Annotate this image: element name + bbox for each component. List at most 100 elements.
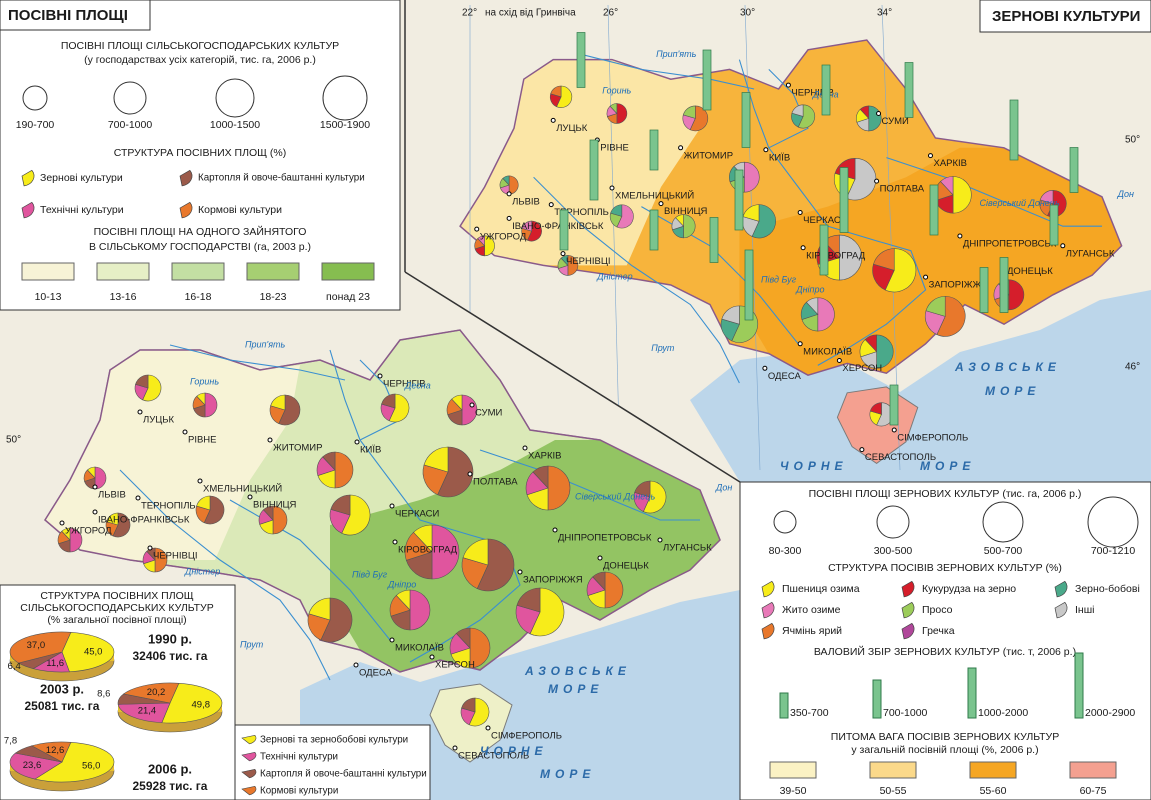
legend-wedge [179,201,193,219]
city-label: СЕВАСТОПОЛЬ [458,751,529,762]
sea-label: ЧОРНЕ [480,744,548,758]
pie-sector [272,505,288,535]
river [582,54,755,90]
city-label: ХАРКІВ [528,451,562,462]
harvest-bar [1069,147,1079,193]
city-label: СЕВАСТОПОЛЬ [865,452,936,463]
city-marker [389,637,395,643]
legend-wedge [761,622,775,640]
pie-sector [721,305,740,325]
panel-divider [404,271,741,483]
class-swatch [1069,761,1117,779]
city-label: ЛЬВІВ [98,490,126,501]
legend-wedge [1054,601,1068,619]
title-box [979,0,1151,33]
city-marker [247,494,253,500]
pie-symbol [404,524,460,580]
city-marker [517,569,523,575]
pie-symbol [859,334,894,369]
pie-symbol [872,248,917,293]
graticule-label: 34° [877,8,892,19]
class-label: 50-55 [880,785,907,797]
pie-sector [461,557,489,590]
harvest-bar [1049,204,1059,246]
legend-item: Зерно-бобові [1075,583,1140,595]
inset-pie: 56,0 23,6 7,8 12,6 [4,736,115,792]
pie-sector [864,334,877,353]
pie-symbol [329,494,371,536]
city-label: ДОНЕЦЬК [603,561,649,572]
size-symbol [22,85,48,111]
pie-sector [515,604,541,635]
size-symbol [982,501,1024,543]
legend-heading: ПОСІВНІ ПЛОЩІ СІЛЬСЬКОГОСПОДАРСЬКИХ КУЛЬ… [61,40,339,52]
class-label: 39-50 [780,785,807,797]
pie-sector [547,465,571,511]
city-label: ЖИТОМИР [684,150,733,161]
pie-sector [413,524,433,553]
city-label: ВІННИЦЯ [664,206,708,217]
city-marker [267,437,273,443]
pie-sector [154,547,168,573]
class-label: понад 23 [326,291,370,303]
river-label: Дністер [596,272,632,282]
pie-sector [527,220,542,242]
pie-label: 7,8 [4,736,17,747]
city-label: ІВАНО-ФРАНКІВСЬК [98,515,190,526]
pie-label: 8,6 [97,688,110,699]
pie-symbol [742,204,776,239]
legend-item: Технічні культури [40,204,124,216]
city-marker [469,402,475,408]
pie-label: 23,6 [23,760,42,771]
city-marker [891,427,897,433]
city-label: ЖИТОМИР [273,443,322,454]
pie-symbol [606,103,628,124]
harvest-bar [709,217,719,263]
city-marker [452,745,458,751]
river-label: Горинь [190,376,219,386]
legend-item: Зернові культури [40,172,123,184]
city-label: СІМФЕРОПОЛЬ [897,433,968,444]
city-label: КИЇВ [360,445,381,456]
graticule-label: 46° [1125,362,1140,373]
legend-heading: СТРУКТУРА ПОСІВІВ ЗЕРНОВИХ КУЛЬТУР (%) [828,562,1062,574]
city-marker [389,503,395,509]
graticule-label: на схід від Гринвіча [485,8,576,19]
legend-wedge [21,169,35,187]
pie-sector [550,85,562,98]
pie-symbol [671,214,696,239]
class-swatch [96,262,150,281]
bar-symbol [779,692,789,719]
pie-sector [69,527,83,553]
graticule-label: 50° [6,435,21,446]
pie-sector [532,465,549,489]
size-label: 300-500 [874,545,913,557]
pie-sector [529,587,565,637]
pie-sector [845,158,877,201]
city-marker [506,215,512,221]
legend-heading: у загальній посівній площі (%, 2006 р.) [851,744,1038,756]
pie-sector [476,538,515,592]
pie-sector [469,627,491,669]
city-label: ДНІПРОПЕТРОВСЬК [558,533,652,544]
bar-label: 2000-2900 [1085,707,1135,719]
city-label: ІВАНО-ФРАНКІВСЬК [512,221,604,232]
pie-symbol [258,505,288,535]
graticule-label: 26° [603,8,618,19]
pie-symbol [934,176,972,214]
bar-label: 700-1000 [883,707,928,719]
city-marker [485,725,491,731]
pie-sector [117,702,171,724]
pie-sector [925,296,946,317]
legend-item: Гречка [922,625,955,637]
pie-symbol [515,587,565,637]
city-label: ЗАПОРІЖЖЯ [523,575,583,586]
pie-sector [34,741,115,783]
size-symbol [773,510,797,534]
city-marker [197,478,203,484]
pie-sector [1039,190,1054,205]
pie-sector [330,494,351,516]
class-label: 18-23 [260,291,287,303]
legend-item: Зернові та зернобобові культури [260,735,408,746]
river [886,157,1103,227]
